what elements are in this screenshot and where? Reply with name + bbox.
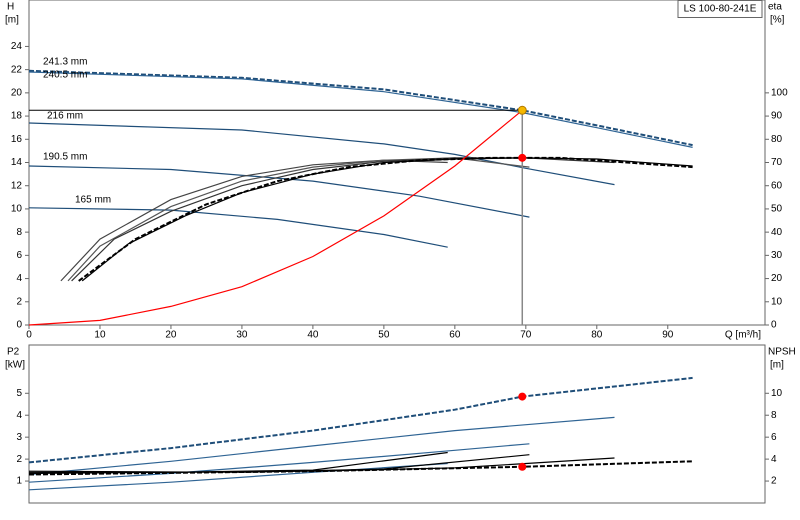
- y-tick-label: 3: [16, 432, 22, 443]
- y2-tick-label: 0: [771, 320, 777, 331]
- x-tick-label: 40: [307, 330, 319, 341]
- y-axis-unit: [kW]: [5, 360, 25, 371]
- curve: [28, 443, 530, 483]
- y2-tick-label: 6: [771, 432, 777, 443]
- curve: [71, 157, 615, 282]
- y-tick-label: 6: [16, 250, 22, 261]
- y-tick-label: 5: [16, 388, 22, 399]
- y-tick-label: 20: [11, 87, 23, 98]
- y2-tick-label: 10: [771, 388, 783, 399]
- y-tick-label: 22: [11, 64, 23, 75]
- y-tick-label: 8: [16, 227, 22, 238]
- y-tick-label: 4: [16, 273, 22, 284]
- y-tick-label: 14: [11, 157, 23, 168]
- curve: [28, 460, 693, 476]
- y2-tick-label: 50: [771, 204, 783, 215]
- y-tick-label: 4: [16, 410, 22, 421]
- y-tick-label: 18: [11, 111, 23, 122]
- curve: [81, 157, 693, 282]
- label-box: [677, 0, 763, 18]
- y2-axis-label: eta: [768, 2, 782, 13]
- y-axis-unit: [m]: [5, 15, 19, 26]
- duty-point: [518, 153, 527, 162]
- duty-point: [518, 392, 527, 401]
- curve: [28, 69, 693, 147]
- y-tick-label: 2: [16, 454, 22, 465]
- curve-label: 165 mm: [75, 195, 111, 206]
- y2-axis-unit: [m]: [770, 360, 784, 371]
- x-tick-label: 90: [662, 330, 674, 341]
- y-tick-label: 24: [11, 41, 23, 52]
- y2-axis-unit: [%]: [770, 15, 785, 26]
- y-axis-label: P2: [7, 347, 20, 358]
- x-tick-label: 50: [378, 330, 390, 341]
- curve-label: 216 mm: [47, 111, 83, 122]
- duty-point: [517, 105, 527, 115]
- y2-tick-label: 20: [771, 273, 783, 284]
- curve-label: 240.5 mm: [43, 70, 87, 81]
- curve: [28, 207, 448, 248]
- curve: [28, 109, 523, 326]
- x-tick-label: 20: [165, 330, 177, 341]
- curve: [28, 165, 530, 218]
- curve: [28, 416, 615, 476]
- y-tick-label: 0: [16, 320, 22, 331]
- y2-tick-label: 80: [771, 134, 783, 145]
- y2-tick-label: 30: [771, 250, 783, 261]
- y-tick-label: 12: [11, 180, 23, 191]
- curve: [28, 376, 693, 464]
- y2-tick-label: 2: [771, 476, 777, 487]
- x-tick-label: 0: [26, 330, 32, 341]
- y2-tick-label: 4: [771, 454, 777, 465]
- y-tick-label: 16: [11, 134, 23, 145]
- y-tick-label: 10: [11, 204, 23, 215]
- y-tick-label: 2: [16, 296, 22, 307]
- x-tick-label: 80: [591, 330, 603, 341]
- curve: [28, 71, 693, 148]
- y2-tick-label: 40: [771, 227, 783, 238]
- curve-label: 190.5 mm: [43, 152, 87, 163]
- duty-point: [518, 462, 527, 471]
- pump-label: LS 100-80-241E: [684, 4, 757, 15]
- curve: [28, 462, 448, 491]
- plot-frame: [28, 344, 766, 504]
- y2-tick-label: 10: [771, 296, 783, 307]
- curve: [28, 122, 615, 186]
- y2-tick-label: 70: [771, 157, 783, 168]
- x-tick-label: 30: [236, 330, 248, 341]
- y-tick-label: 1: [16, 476, 22, 487]
- y2-tick-label: 8: [771, 410, 777, 421]
- curve: [28, 454, 530, 473]
- curve-label: 241.3 mm: [43, 57, 87, 68]
- curve: [78, 156, 693, 282]
- x-tick-label: 10: [94, 330, 106, 341]
- y2-axis-label: NPSH: [768, 347, 796, 358]
- y2-tick-label: 60: [771, 180, 783, 191]
- y-axis-label: H: [7, 2, 14, 13]
- y2-tick-label: 90: [771, 111, 783, 122]
- y2-tick-label: 100: [771, 87, 788, 98]
- x-tick-label: 60: [449, 330, 461, 341]
- x-axis-label: Q [m³/h]: [725, 330, 761, 341]
- x-tick-label: 70: [520, 330, 532, 341]
